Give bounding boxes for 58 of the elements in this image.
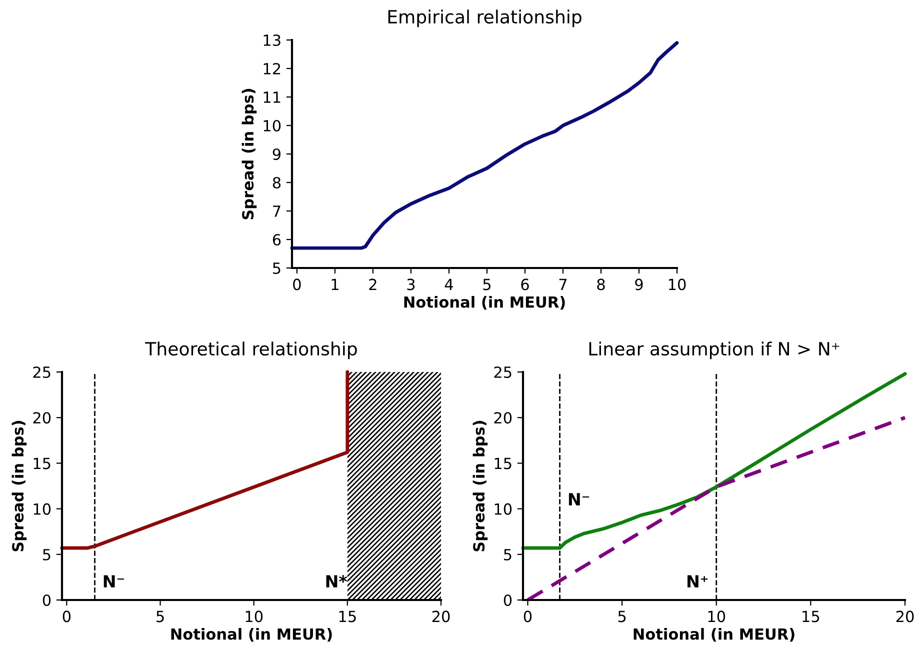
y-tick-label: 10 [494,503,512,515]
y-tick-label: 15 [34,458,50,470]
x-axis-title: Notional (in MEUR) [171,628,332,642]
y-tick-label: 5 [273,262,280,274]
x-tick-label: 15 [802,610,820,622]
x-tick-label: 10 [708,610,726,622]
x-tick-label: 9 [635,278,643,290]
ref-line-label: N⁺ [688,575,708,588]
chart-title: Linear assumption if N > N⁺ [589,342,840,360]
y-tick-label: 25 [494,366,512,378]
x-tick-label: 20 [432,610,450,622]
x-tick-label: 3 [407,278,415,290]
x-tick-label: 7 [559,278,567,290]
x-tick-label: 10 [246,610,263,622]
y-tick-label: 5 [43,549,50,560]
y-axis-title: Spread (in bps) [242,88,257,220]
y-tick-label: 6 [272,234,281,246]
y-tick-label: 11 [264,92,280,103]
y-tick-label: 20 [494,412,512,424]
x-tick-label: 5 [156,610,164,622]
ref-line-label: N⁻ [568,493,590,506]
y-tick-label: 10 [34,503,51,515]
y-tick-label: 8 [272,176,281,189]
x-axis-title: Notional (in MEUR) [404,296,565,310]
x-tick-label: 15 [339,610,356,622]
band-label: N* [326,575,348,588]
y-tick-label: 0 [42,594,51,606]
line-series [290,41,679,250]
y-tick-label: 5 [504,549,512,560]
chart-title: Empirical relationship [388,10,582,28]
y-axis-title: Spread (in bps) [12,420,27,552]
y-axis-title: Spread (in bps) [472,420,488,552]
line-series [521,372,907,550]
x-tick-label: 0 [524,610,532,622]
x-tick-label: 20 [896,610,914,622]
y-tick-label: 12 [264,62,280,74]
x-tick-label: 2 [369,278,376,290]
x-tick-label: 10 [668,278,686,290]
y-tick-label: 10 [264,120,281,132]
line-series [60,370,350,550]
y-tick-label: 0 [504,594,512,606]
x-tick-label: 0 [62,610,71,622]
x-axis-title: Notional (in MEUR) [634,628,794,642]
y-tick-label: 9 [272,148,281,160]
x-tick-label: 1 [332,278,338,290]
x-tick-label: 8 [597,278,605,290]
y-tick-label: 20 [33,412,51,424]
x-tick-label: 0 [293,278,301,290]
y-tick-label: 7 [273,206,280,217]
x-tick-label: 5 [483,278,490,290]
ref-line-label: N⁻ [104,575,124,588]
x-tick-label: 6 [521,278,529,290]
x-tick-label: 5 [618,610,626,622]
chart-title: Theoretical relationship [145,342,357,360]
x-tick-label: 4 [444,278,453,290]
y-tick-label: 15 [494,458,512,470]
y-tick-label: 13 [264,34,280,46]
y-tick-label: 25 [33,366,50,378]
